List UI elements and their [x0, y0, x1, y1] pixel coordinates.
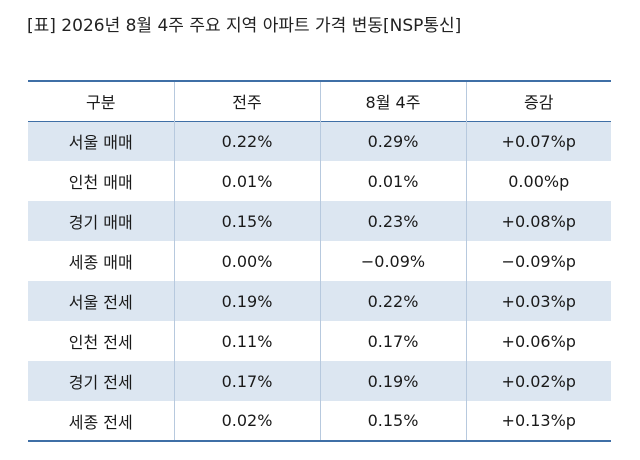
table-row: 경기 매매 0.15% 0.23% +0.08%p [28, 201, 611, 241]
this-week-value: 0.01% [319, 161, 466, 201]
table-row: 서울 전세 0.19% 0.22% +0.03%p [28, 281, 611, 321]
header-row: 구분 전주 8월 4주 증감 [28, 81, 611, 121]
this-week-value: 0.15% [319, 401, 466, 441]
prev-week-value: 0.01% [173, 161, 320, 201]
prev-week-value: 0.15% [173, 201, 320, 241]
change-value: 0.00%p [465, 161, 611, 201]
row-label: 경기 매매 [68, 213, 133, 232]
row-label: 세종 전세 [68, 412, 133, 432]
this-week-value: 0.23% [319, 201, 466, 241]
prev-week-value: 0.02% [173, 401, 320, 441]
prev-week-value: 0.17% [173, 361, 320, 401]
change-value: +0.06%p [465, 321, 611, 361]
row-label: 인천 매매 [68, 173, 133, 192]
header-category: 구분 [86, 93, 116, 113]
prev-week-value: 0.22% [173, 121, 320, 161]
table-caption: [표] 2026년 8월 4주 주요 지역 아파트 가격 변동[NSP통신] [27, 16, 462, 36]
header-this-week: 8월 4주 [319, 81, 466, 121]
change-value: +0.07%p [465, 121, 611, 161]
header-prev-week: 전주 [173, 81, 320, 121]
change-value: +0.02%p [465, 361, 611, 401]
row-label: 서울 매매 [68, 133, 133, 153]
row-label: 경기 전세 [68, 373, 133, 392]
this-week-value: 0.29% [319, 121, 466, 161]
table-row: 서울 매매 0.22% 0.29% +0.07%p [28, 121, 611, 161]
table-row: 세종 전세 0.02% 0.15% +0.13%p [28, 401, 611, 441]
change-value: +0.13%p [465, 401, 611, 441]
this-week-value: 0.17% [319, 321, 466, 361]
prev-week-value: 0.11% [173, 321, 320, 361]
prev-week-value: 0.00% [173, 241, 320, 281]
table-row: 경기 전세 0.17% 0.19% +0.02%p [28, 361, 611, 401]
row-label: 서울 전세 [68, 293, 133, 312]
row-label: 세종 매매 [68, 253, 133, 272]
change-value: +0.08%p [465, 201, 611, 241]
table-row: 인천 매매 0.01% 0.01% 0.00%p [28, 161, 611, 201]
table-row: 인천 전세 0.11% 0.17% +0.06%p [28, 321, 611, 361]
this-week-value: 0.19% [319, 361, 466, 401]
table-row: 세종 매매 0.00% −0.09% −0.09%p [28, 241, 611, 281]
header-change: 증감 [465, 81, 611, 121]
this-week-value: 0.22% [319, 281, 466, 321]
change-value: −0.09%p [465, 241, 611, 281]
price-change-table: 구분 전주 8월 4주 증감 서울 매매 0.22% 0.29% +0.07%p… [28, 80, 611, 442]
change-value: +0.03%p [465, 281, 611, 321]
prev-week-value: 0.19% [173, 281, 320, 321]
this-week-value: −0.09% [319, 241, 466, 281]
row-label: 인천 전세 [68, 333, 133, 352]
